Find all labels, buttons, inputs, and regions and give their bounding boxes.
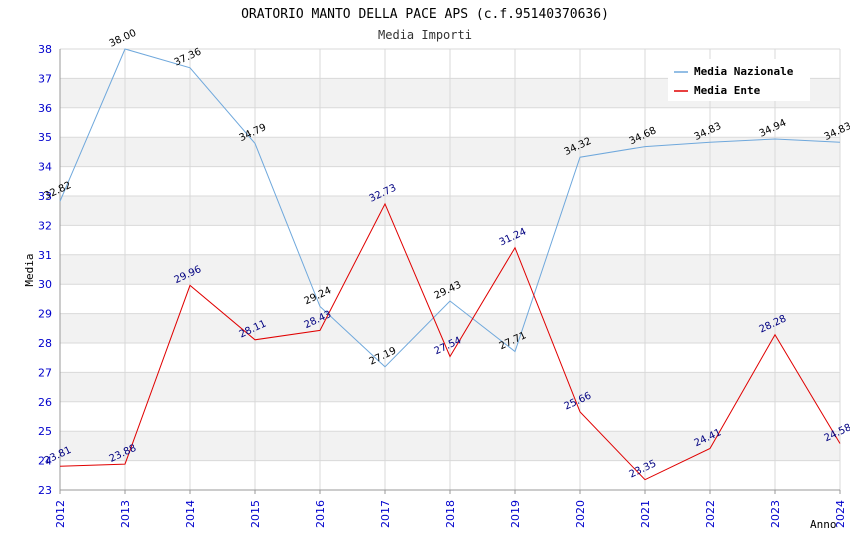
data-label: 34.94 — [758, 118, 789, 140]
x-tick-label: 2018 — [444, 500, 457, 528]
x-tick-label: 2020 — [574, 500, 587, 528]
legend-label-media-nazionale: Media Nazionale — [694, 65, 794, 78]
legend-box — [668, 59, 810, 101]
x-tick-label: 2017 — [379, 500, 392, 528]
y-tick-label: 33 — [38, 190, 52, 203]
chart-subtitle: Media Importi — [378, 28, 472, 42]
x-tick-label: 2012 — [54, 500, 67, 528]
y-tick-label: 26 — [38, 396, 52, 409]
chart-title: ORATORIO MANTO DELLA PACE APS (c.f.95140… — [241, 7, 609, 22]
data-label: 37.36 — [173, 46, 204, 68]
y-tick-label: 27 — [38, 366, 52, 379]
x-tick-label: 2015 — [249, 500, 262, 528]
data-label: 29.24 — [303, 285, 334, 307]
x-tick-labels: 2012 2013 2014 2015 2016 2017 2018 2019 2020 2021… — [54, 500, 847, 528]
y-tick-label: 35 — [38, 131, 52, 144]
data-label: 31.24 — [498, 226, 529, 248]
y-tick-labels: 23 24 25 26 27 28 29 30 31 32 33 34 35 36 37 38 — [38, 43, 52, 497]
series-group — [59, 48, 841, 481]
x-tick-label: 2014 — [184, 500, 197, 528]
x-tick-label: 2013 — [119, 500, 132, 528]
y-tick-label: 30 — [38, 278, 52, 291]
x-tick-label: 2016 — [314, 500, 327, 528]
y-tick-label: 28 — [38, 337, 52, 350]
x-axis-label: Anno — [810, 518, 837, 531]
x-tick-label: 2024 — [834, 500, 847, 528]
x-tick-label: 2022 — [704, 500, 717, 528]
y-tick-label: 34 — [38, 161, 52, 174]
series-line-media-ente — [59, 202, 841, 481]
y-tick-label: 32 — [38, 219, 52, 232]
y-tick-label: 38 — [38, 43, 52, 56]
y-tick-label: 31 — [38, 249, 52, 262]
y-tick-label: 29 — [38, 308, 52, 321]
legend: Media Nazionale Media Ente — [668, 59, 810, 101]
y-tick-label: 37 — [38, 72, 52, 85]
x-tick-label: 2023 — [769, 500, 782, 528]
series-line-media-nazionale — [59, 48, 841, 368]
y-tick-label: 36 — [38, 102, 52, 115]
x-tick-label: 2019 — [509, 500, 522, 528]
data-label: 23.81 — [43, 445, 74, 467]
y-tick-label: 23 — [38, 484, 52, 497]
x-tick-label: 2021 — [639, 500, 652, 528]
y-axis-label: Media — [23, 253, 36, 286]
axes — [59, 49, 841, 494]
data-label: 38.00 — [108, 28, 139, 50]
y-tick-label: 24 — [38, 455, 52, 468]
y-tick-label: 25 — [38, 425, 52, 438]
legend-label-media-ente: Media Ente — [694, 84, 761, 97]
